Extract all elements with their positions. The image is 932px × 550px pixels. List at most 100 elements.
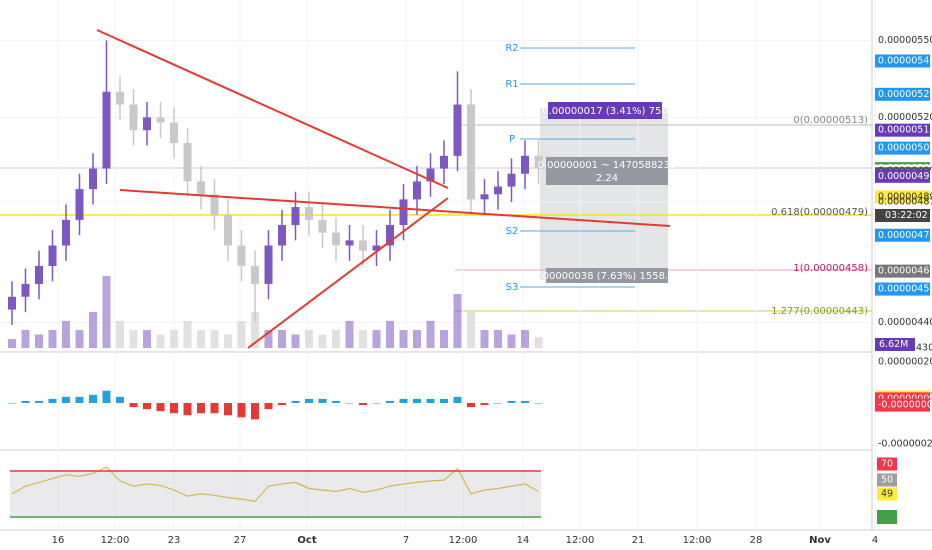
macd-bar: [467, 403, 475, 408]
pivot-label: S2: [506, 226, 519, 237]
volume-bar: [507, 334, 516, 348]
candle-body: [129, 104, 138, 131]
macd-bar: [494, 403, 502, 404]
volume-bar: [413, 330, 421, 348]
time-label: Nov: [809, 535, 831, 546]
volume-bar: [75, 330, 84, 348]
macd-bar: [197, 403, 205, 414]
price-tag: [875, 54, 930, 68]
macd-bar: [251, 403, 259, 420]
volume-bar: [197, 330, 205, 348]
trend-line: [96, 29, 449, 189]
price-tag: [875, 87, 930, 101]
candle-body: [467, 104, 475, 200]
volume-bar: [480, 330, 489, 348]
price-label: -0.00000001: [878, 400, 932, 411]
measure-box: [546, 157, 668, 185]
candle-body: [224, 214, 232, 246]
macd-bar: [75, 396, 84, 403]
macd-bar: [183, 403, 192, 416]
macd-bar: [62, 396, 70, 403]
price-tag: [875, 141, 930, 155]
time-label: 27: [234, 535, 247, 546]
price-label: 0.00000497: [878, 171, 932, 182]
pivot-label: R1: [505, 79, 518, 90]
price-label: 0.00000489: [878, 191, 932, 202]
macd-bar: [210, 403, 219, 414]
candle-body: [332, 232, 340, 246]
candle-body: [426, 168, 435, 182]
pivot-label: P: [509, 134, 515, 145]
candle-body: [507, 173, 516, 187]
volume-label: 6.62M: [879, 339, 908, 350]
time-label: Oct: [297, 535, 316, 546]
trend-line: [247, 197, 449, 349]
candle-body: [413, 181, 421, 200]
measure-area: [540, 108, 668, 280]
volume-bar: [440, 330, 448, 348]
candle-body: [453, 104, 462, 156]
candle-body: [143, 117, 151, 131]
macd-bar: [35, 400, 43, 403]
candle-body: [156, 117, 165, 123]
time-label: 21: [632, 535, 645, 546]
price-tag: [875, 398, 930, 412]
volume-tag: [875, 338, 915, 351]
macd-bar: [507, 400, 516, 403]
macd-bar: [21, 400, 30, 403]
candle-body: [251, 266, 259, 284]
candle-body: [359, 240, 367, 251]
volume-bar: [332, 330, 340, 348]
volume-bar: [48, 330, 57, 348]
price-label: 0.00000550: [878, 35, 932, 46]
volume-bar: [35, 334, 43, 348]
rsi-tag: [877, 510, 897, 524]
candle-body: [62, 219, 70, 246]
volume-bar: [156, 334, 165, 348]
volume-bar: [345, 321, 354, 348]
time-label: 7: [403, 535, 409, 546]
countdown: 03:22:02: [885, 210, 928, 221]
measure-text: 0.00000038 (7.63%) 1558.82: [533, 271, 681, 282]
macd-bar: [48, 398, 57, 403]
candle-body: [264, 245, 273, 284]
volume-bar: [224, 334, 232, 348]
macd-bar: [102, 390, 111, 403]
macd-bar: [480, 403, 489, 406]
volume-bar: [143, 330, 151, 348]
volume-bar: [386, 321, 394, 348]
rsi-label: 50: [881, 475, 893, 486]
macd-bar: [116, 396, 124, 403]
candle-body: [170, 122, 178, 143]
macd-bar: [224, 403, 232, 416]
fib-label: 0(0.00000513): [793, 115, 868, 126]
macd-bar: [291, 400, 300, 403]
time-label: 28: [750, 535, 763, 546]
measure-box: [548, 102, 662, 119]
candle-body: [521, 155, 529, 174]
macd-bar: [534, 403, 543, 404]
macd-bar: [129, 403, 138, 408]
volume-bar: [89, 312, 97, 348]
price-tag: [875, 169, 930, 183]
macd-bar: [143, 403, 151, 410]
candle-body: [237, 245, 246, 266]
trend-line: [119, 189, 671, 227]
candle-body: [210, 194, 219, 215]
macd-bar: [8, 403, 16, 404]
volume-bar: [318, 334, 327, 348]
rsi-band: [10, 471, 541, 517]
candle-body: [278, 225, 286, 246]
fib-label: 0.618(0.00000479): [771, 207, 868, 218]
macd-bar: [426, 398, 435, 403]
macd-bar: [305, 398, 313, 403]
candle-body: [345, 240, 354, 246]
candle-body: [102, 91, 111, 169]
candle-body: [75, 189, 84, 220]
candle-body: [89, 168, 97, 190]
candle-body: [183, 143, 192, 182]
volume-bar: [116, 321, 124, 348]
volume-bar: [264, 330, 273, 348]
candle-body: [197, 181, 205, 195]
